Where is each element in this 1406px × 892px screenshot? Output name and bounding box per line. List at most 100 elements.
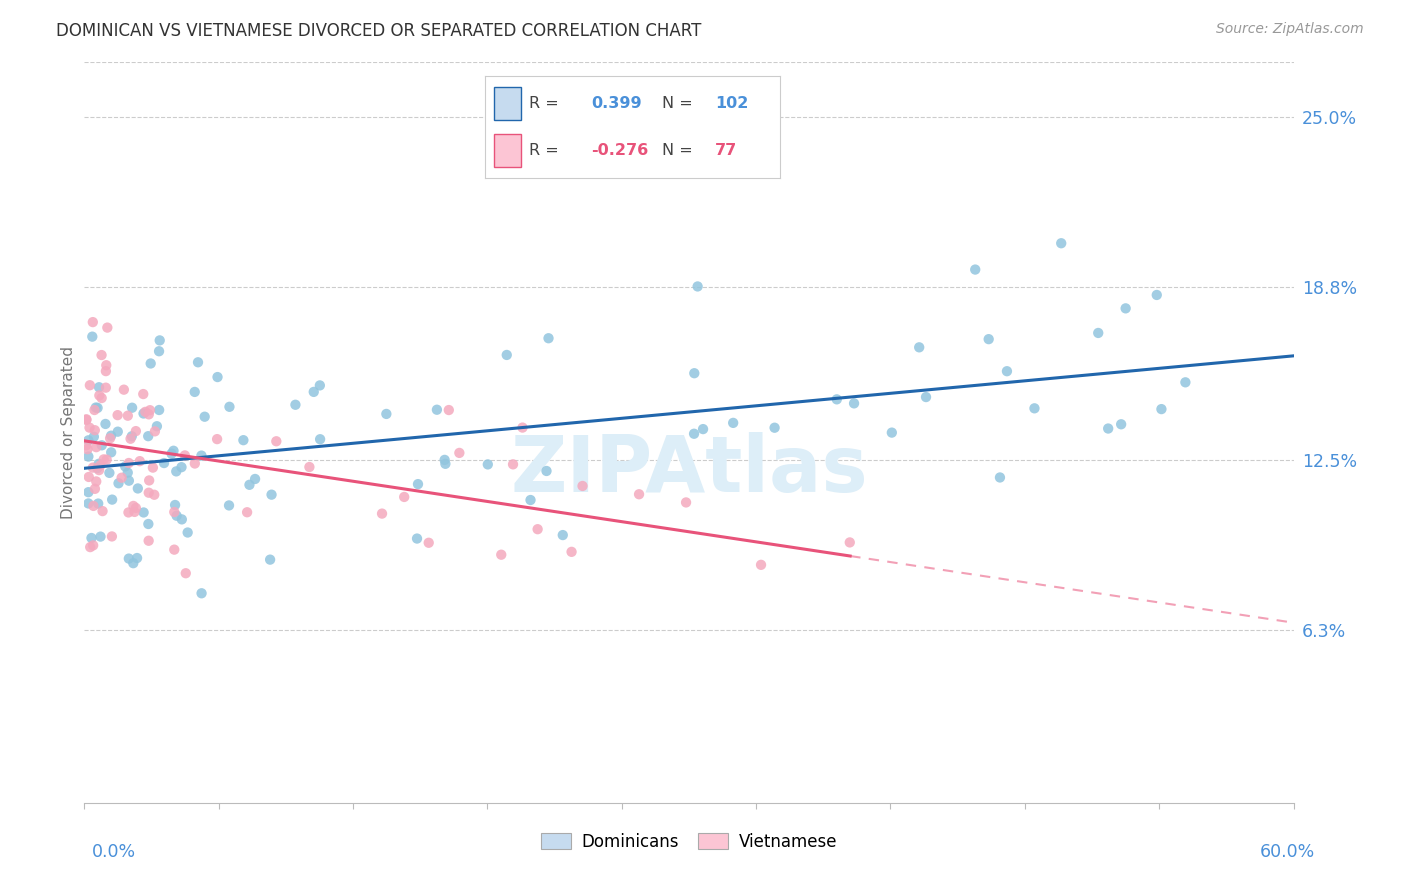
Point <box>117 505 139 519</box>
Point <box>118 456 141 470</box>
Point <box>89 458 111 473</box>
Point <box>266 434 288 449</box>
Point <box>309 432 332 446</box>
Point <box>100 445 122 459</box>
Point <box>89 388 111 402</box>
Point <box>236 505 259 519</box>
Point <box>114 459 136 474</box>
Point <box>174 449 197 463</box>
Point <box>117 466 139 480</box>
Point <box>437 403 460 417</box>
Point <box>91 504 114 518</box>
Point <box>170 512 193 526</box>
Point <box>138 516 160 531</box>
Point <box>79 540 101 554</box>
Point <box>977 332 1000 346</box>
Point <box>218 499 240 513</box>
Point <box>166 508 188 523</box>
Point <box>184 457 207 471</box>
Point <box>536 464 558 478</box>
Point <box>111 471 134 485</box>
Point <box>75 412 97 426</box>
Point <box>138 533 160 548</box>
Point <box>988 470 1011 484</box>
Point <box>170 460 193 475</box>
Point <box>1115 301 1137 316</box>
Text: DOMINICAN VS VIETNAMESE DIVORCED OR SEPARATED CORRELATION CHART: DOMINICAN VS VIETNAMESE DIVORCED OR SEPA… <box>56 22 702 40</box>
Point <box>512 420 534 434</box>
Point <box>1050 236 1073 251</box>
Point <box>136 429 159 443</box>
Text: R =: R = <box>529 144 560 158</box>
Point <box>375 407 398 421</box>
Point <box>128 454 150 468</box>
Text: -0.276: -0.276 <box>592 144 648 158</box>
Point <box>80 531 103 545</box>
Point <box>77 470 100 484</box>
Point <box>132 407 155 421</box>
Point <box>82 329 104 343</box>
Point <box>132 387 155 401</box>
Point <box>94 417 117 431</box>
Point <box>628 487 651 501</box>
Point <box>433 453 456 467</box>
Text: 77: 77 <box>716 144 738 158</box>
Text: 0.0%: 0.0% <box>91 843 135 861</box>
Point <box>259 552 281 566</box>
Text: Source: ZipAtlas.com: Source: ZipAtlas.com <box>1216 22 1364 37</box>
Point <box>160 447 183 461</box>
Point <box>392 490 415 504</box>
Point <box>87 463 110 477</box>
Point <box>146 419 169 434</box>
Point <box>218 400 240 414</box>
Point <box>692 422 714 436</box>
Point <box>98 466 121 480</box>
Point <box>124 505 146 519</box>
Point <box>371 507 394 521</box>
Point <box>165 464 187 478</box>
Point <box>434 457 457 471</box>
Point <box>1097 421 1119 435</box>
Point <box>683 426 706 441</box>
Point <box>418 535 440 549</box>
Point <box>749 558 772 572</box>
Point <box>98 431 121 445</box>
Point <box>163 505 186 519</box>
Point <box>94 364 117 378</box>
Point <box>238 478 260 492</box>
Point <box>138 474 160 488</box>
Point <box>143 488 166 502</box>
Point <box>1087 326 1109 340</box>
Point <box>101 529 124 543</box>
Point <box>82 460 104 475</box>
Point <box>308 378 330 392</box>
Point <box>84 440 107 454</box>
Point <box>76 442 98 457</box>
Point <box>721 416 744 430</box>
Text: ZIPAtlas: ZIPAtlas <box>510 432 868 508</box>
Point <box>96 320 118 334</box>
Point <box>84 401 107 415</box>
Point <box>194 409 217 424</box>
Point <box>139 403 162 417</box>
Point <box>232 433 254 447</box>
Point <box>87 497 110 511</box>
Point <box>302 384 325 399</box>
Point <box>162 443 184 458</box>
Point <box>187 355 209 369</box>
Point <box>90 391 112 405</box>
Point <box>183 384 205 399</box>
Point <box>1150 402 1173 417</box>
Point <box>477 458 499 472</box>
Point <box>84 475 107 489</box>
Point <box>426 402 449 417</box>
Point <box>87 457 110 471</box>
Point <box>675 495 697 509</box>
Point <box>77 434 100 448</box>
Point <box>880 425 903 440</box>
Text: 60.0%: 60.0% <box>1260 843 1315 861</box>
Point <box>838 535 860 549</box>
Point <box>82 315 104 329</box>
Point <box>1146 288 1168 302</box>
Point <box>284 398 307 412</box>
